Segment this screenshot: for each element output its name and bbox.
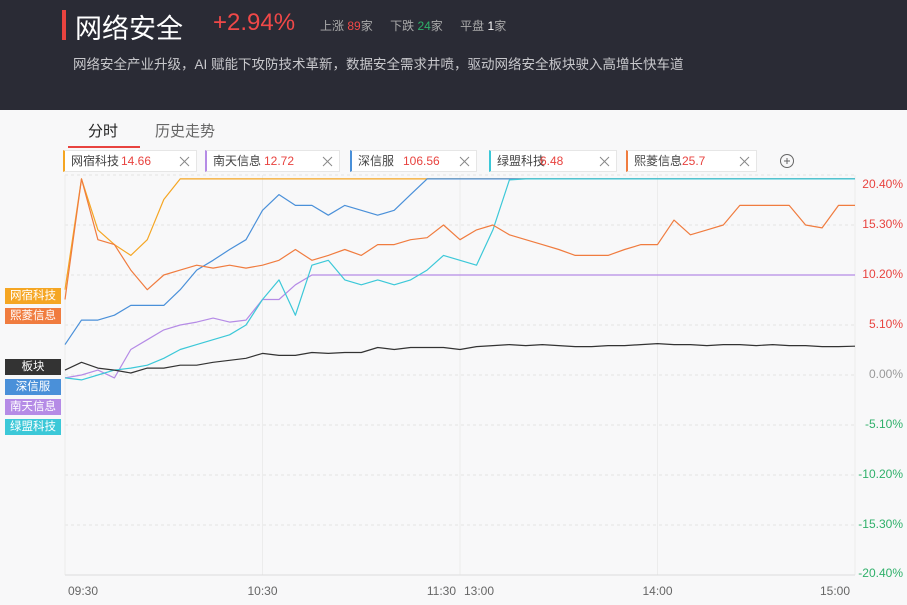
x-tick-label: 10:30 — [247, 584, 277, 598]
stat-unit: 家 — [360, 19, 373, 33]
chip-name: 网宿科技 — [71, 154, 120, 168]
chip-close[interactable] — [179, 156, 190, 167]
y-tick-label: 15.30% — [862, 217, 903, 231]
x-tick-label: 14:00 — [642, 584, 672, 598]
chip-close[interactable] — [459, 156, 470, 167]
stat-unit: 家 — [494, 19, 507, 33]
series-chip[interactable]: 绿盟科技 6.48 — [489, 150, 617, 172]
series-line — [64, 343, 856, 374]
series-line — [64, 178, 855, 381]
stat-unit: 家 — [430, 19, 443, 33]
header: 网络安全 +2.94% 上涨 89家 下跌 24家 平盘 1家 网络安全产业升级… — [0, 0, 907, 110]
y-tick-label: 20.40% — [862, 177, 903, 191]
stat: 上涨 89家 — [320, 19, 373, 33]
stat-label: 下跌 — [390, 19, 415, 33]
chip-close[interactable] — [322, 156, 333, 167]
y-tick-label: -10.20% — [858, 467, 903, 481]
x-tick-label: 11:30 — [427, 584, 456, 598]
chip-price: 14.66 — [121, 154, 152, 168]
chip-price: 106.56 — [403, 154, 440, 168]
chip-name: 南天信息 — [213, 154, 262, 168]
series-line — [64, 178, 855, 300]
series-tag: 绿盟科技 — [5, 419, 61, 435]
x-tick-label: 13:00 — [464, 584, 494, 598]
x-tick-label: 09:30 — [68, 584, 98, 598]
stat-count: 24 — [417, 19, 431, 33]
title: 网络安全 — [75, 14, 183, 44]
tab[interactable]: 分时 — [88, 123, 119, 140]
series-tag: 熙菱信息 — [5, 308, 61, 324]
stat-count: 1 — [487, 19, 495, 33]
y-tick-label: 10.20% — [862, 267, 903, 281]
chip-name: 熙菱信息 — [634, 154, 683, 168]
y-tick-label: -15.30% — [858, 517, 903, 531]
description: 网络安全产业升级，AI 赋能下攻防技术革新，数据安全需求井喷，驱动网络安全板块驶… — [73, 57, 684, 72]
chip-close[interactable] — [599, 156, 610, 167]
series-chip[interactable]: 熙菱信息 25.7 — [626, 150, 757, 172]
add-button[interactable] — [779, 153, 795, 169]
y-tick-label: 0.00% — [869, 367, 903, 381]
chip-close[interactable] — [739, 156, 750, 167]
y-tick-label: -5.10% — [865, 417, 903, 431]
y-tick-label: 5.10% — [869, 317, 903, 331]
chip-name: 绿盟科技 — [497, 154, 546, 168]
y-tick-label: -20.40% — [858, 566, 903, 580]
stat-label: 上涨 — [320, 19, 345, 33]
title-accent — [62, 10, 66, 40]
tab[interactable]: 历史走势 — [155, 123, 216, 140]
stat-label: 平盘 — [460, 19, 485, 33]
chip-price: 12.72 — [264, 154, 295, 168]
stat: 平盘 1家 — [460, 19, 506, 33]
series-line — [64, 274, 855, 379]
series-tag: 南天信息 — [5, 399, 61, 415]
tab-underline — [68, 146, 140, 148]
series-chip[interactable]: 南天信息 12.72 — [205, 150, 340, 172]
series-tag: 深信服 — [5, 379, 61, 395]
x-tick-label: 15:00 — [820, 584, 850, 598]
chip-name: 深信服 — [358, 154, 395, 168]
chip-price: 25.7 — [682, 154, 706, 168]
stat: 下跌 24家 — [390, 19, 443, 33]
series-tag: 网宿科技 — [5, 288, 61, 304]
chip-price: 6.48 — [540, 154, 564, 168]
stats: 上涨 89家 下跌 24家 平盘 1家 — [320, 17, 520, 34]
stat-count: 89 — [347, 19, 361, 33]
series-chip[interactable]: 深信服 106.56 — [350, 150, 477, 172]
series-chip[interactable]: 网宿科技 14.66 — [63, 150, 197, 172]
change: +2.94% — [213, 9, 296, 36]
series-tag: 板块 — [5, 359, 61, 375]
